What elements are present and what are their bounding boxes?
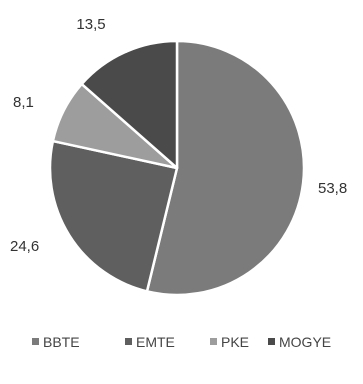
- pie-slices: [48, 39, 306, 297]
- pie-slice-mogye: [80, 39, 179, 170]
- data-label-emte: 24,6: [10, 238, 39, 255]
- legend-item-pke: PKE: [210, 334, 249, 350]
- legend-swatch-bbte: [32, 338, 39, 345]
- legend-swatch-mogye: [268, 338, 275, 345]
- legend: BBTE EMTE PKE MOGYE: [32, 334, 331, 350]
- pie-slice-bbte: [145, 39, 306, 297]
- legend-label-mogye: MOGYE: [279, 334, 331, 350]
- pie-data-labels: 53,8 24,6 8,1 13,5: [10, 16, 347, 255]
- legend-item-mogye: MOGYE: [268, 334, 331, 350]
- legend-swatch-emte: [125, 338, 132, 345]
- pie-slice-emte: [48, 139, 179, 293]
- data-label-bbte: 53,8: [318, 180, 347, 197]
- legend-item-emte: EMTE: [125, 334, 175, 350]
- legend-label-emte: EMTE: [136, 334, 175, 350]
- legend-item-bbte: BBTE: [32, 334, 80, 350]
- legend-label-pke: PKE: [221, 334, 249, 350]
- legend-swatch-pke: [210, 338, 217, 345]
- data-label-mogye: 13,5: [76, 16, 105, 33]
- legend-label-bbte: BBTE: [43, 334, 80, 350]
- data-label-pke: 8,1: [13, 94, 34, 111]
